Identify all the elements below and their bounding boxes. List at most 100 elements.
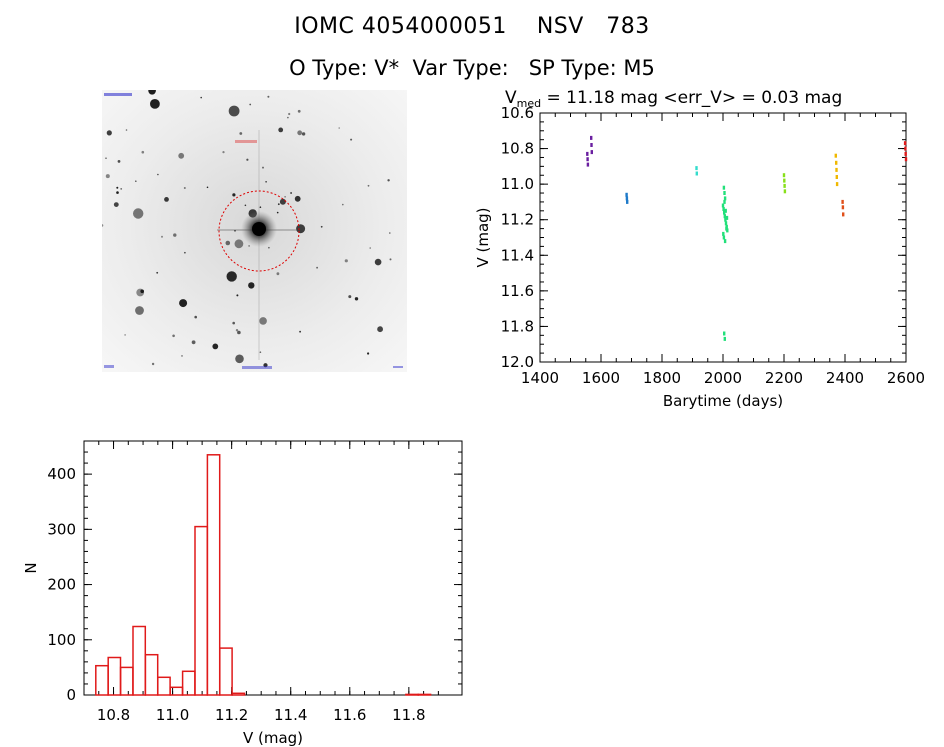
data-point	[625, 192, 628, 197]
data-point	[783, 183, 786, 188]
background-star	[239, 132, 243, 135]
x-tick-label: 1800	[643, 369, 681, 387]
data-point	[834, 153, 837, 158]
background-star	[102, 224, 104, 227]
y-tick-label: 11.8	[501, 317, 534, 335]
data-point	[725, 215, 729, 220]
x-tick-label: 11.4	[274, 706, 307, 724]
y-tick-label: 100	[47, 631, 76, 649]
data-point	[835, 175, 838, 179]
background-star	[116, 186, 119, 189]
data-point	[590, 143, 593, 147]
data-point	[722, 231, 725, 236]
data-point	[835, 167, 838, 172]
data-point	[723, 196, 727, 201]
background-star	[265, 181, 267, 183]
background-star	[235, 329, 239, 332]
histogram-frame	[83, 440, 463, 696]
background-star	[105, 157, 107, 159]
background-star	[178, 152, 185, 159]
sptype-label: SP Type: M5	[528, 56, 655, 80]
background-star	[268, 246, 270, 249]
background-star	[236, 294, 239, 297]
background-star	[278, 127, 284, 133]
background-star	[290, 192, 292, 194]
object-title-line: IOMC 4054000051 NSV 783	[0, 14, 944, 39]
background-star	[191, 340, 196, 345]
background-star	[387, 179, 390, 182]
data-point	[723, 210, 726, 215]
histogram-bar	[157, 676, 171, 696]
background-star	[301, 132, 306, 136]
background-star	[151, 99, 154, 102]
background-star	[389, 232, 391, 234]
background-star	[151, 362, 155, 366]
background-star	[367, 184, 370, 187]
target-star-core	[252, 222, 266, 236]
data-point	[723, 191, 726, 195]
background-star	[183, 187, 186, 189]
background-star	[235, 354, 244, 364]
data-point	[723, 336, 726, 341]
background-star	[106, 130, 112, 136]
data-point	[722, 235, 726, 240]
star-field	[102, 90, 392, 368]
background-star	[344, 259, 348, 263]
data-point	[695, 171, 698, 176]
data-point	[842, 212, 845, 217]
background-star	[194, 315, 197, 319]
y-axis-label: N	[22, 562, 40, 573]
background-star	[156, 271, 159, 274]
background-star	[267, 95, 270, 98]
background-star	[369, 247, 372, 249]
data-point	[835, 182, 839, 187]
background-star	[237, 330, 241, 335]
histogram-bar	[181, 670, 196, 696]
background-star	[350, 138, 353, 141]
background-star	[246, 158, 249, 161]
background-star	[297, 109, 301, 113]
x-axis-label: V (mag)	[243, 729, 303, 747]
histogram-bar	[144, 653, 159, 696]
background-star	[342, 203, 344, 206]
background-star	[259, 351, 262, 354]
data-point	[782, 173, 786, 178]
background-star	[259, 206, 262, 208]
sky-image	[102, 90, 407, 372]
background-star	[316, 266, 318, 269]
background-star	[184, 251, 186, 254]
background-star	[299, 330, 301, 333]
data-point	[722, 185, 726, 190]
scale-label-mark	[242, 366, 272, 369]
histogram-bar	[132, 625, 147, 696]
background-star	[150, 99, 160, 109]
data-point	[783, 178, 786, 183]
histogram-bar	[231, 692, 246, 696]
x-tick-label: 1600	[582, 369, 620, 387]
background-star	[234, 239, 244, 249]
light-curve-title: Vmed = 11.18 mag <err_V> = 0.03 mag	[505, 88, 842, 110]
histogram-bar	[119, 666, 134, 696]
target-circle	[218, 190, 300, 272]
background-star	[135, 180, 137, 182]
background-star	[148, 90, 156, 95]
data-point	[723, 239, 727, 244]
background-star	[348, 295, 352, 299]
data-point	[586, 157, 589, 162]
background-star	[200, 96, 202, 99]
x-tick-label: 11.2	[215, 706, 248, 724]
background-star	[226, 271, 237, 282]
background-star	[284, 196, 286, 198]
otype-label: O Type: V*	[289, 56, 400, 80]
y-tick-label: 300	[47, 520, 76, 538]
background-star	[248, 245, 250, 247]
x-axis-label: Barytime (days)	[663, 392, 783, 410]
corner-mark	[104, 365, 114, 368]
background-star	[367, 352, 370, 355]
y-tick-label: 11.4	[501, 246, 534, 264]
background-star	[248, 282, 255, 289]
background-star	[222, 151, 225, 154]
background-star	[105, 174, 110, 179]
background-star	[157, 173, 159, 176]
light-curve-frame	[539, 112, 907, 363]
